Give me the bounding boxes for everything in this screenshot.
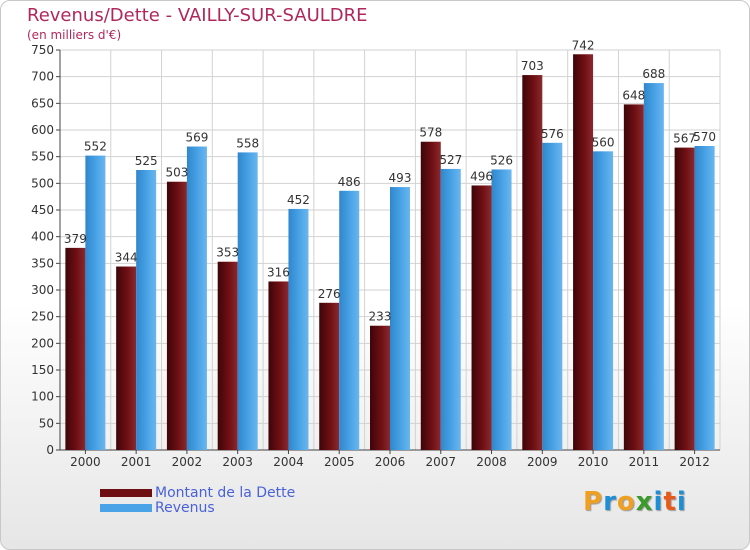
data-label-dette: 496 bbox=[470, 169, 493, 183]
legend-swatch-revenus bbox=[100, 504, 152, 512]
x-tick-label: 2011 bbox=[629, 455, 660, 469]
y-tick-label: 600 bbox=[31, 123, 54, 137]
x-tick-label: 2009 bbox=[527, 455, 558, 469]
data-label-revenus: 576 bbox=[541, 127, 564, 141]
data-label-dette: 233 bbox=[369, 310, 392, 324]
data-label-dette: 567 bbox=[673, 132, 696, 146]
data-label-dette: 742 bbox=[572, 38, 595, 52]
bar-revenus bbox=[85, 155, 106, 450]
bar-dette bbox=[370, 325, 390, 450]
data-label-dette: 379 bbox=[64, 232, 87, 246]
data-label-dette: 578 bbox=[419, 126, 442, 140]
chart-subtitle: (en milliers d'€) bbox=[27, 28, 122, 42]
y-tick-label: 650 bbox=[31, 96, 54, 110]
y-tick-label: 400 bbox=[31, 230, 54, 244]
bar-dette bbox=[116, 266, 137, 450]
data-label-dette: 503 bbox=[165, 166, 188, 180]
x-tick-label: 2002 bbox=[172, 455, 203, 469]
data-label-dette: 344 bbox=[115, 251, 138, 265]
data-label-revenus: 560 bbox=[592, 135, 615, 149]
bar-revenus bbox=[593, 151, 614, 451]
y-tick-label: 300 bbox=[31, 283, 54, 297]
legend-label-revenus: Revenus bbox=[155, 500, 215, 516]
bar-dette bbox=[471, 185, 492, 450]
y-tick-label: 550 bbox=[31, 150, 54, 164]
y-tick-label: 700 bbox=[31, 70, 54, 84]
data-labels: 379 552 344 525 503 569 353 558 316 452 276 486 233 4… bbox=[64, 38, 716, 323]
bar-revenus bbox=[390, 187, 410, 451]
bar-dette bbox=[674, 147, 695, 450]
x-tick-label: 2005 bbox=[324, 455, 355, 469]
bar-revenus bbox=[643, 83, 664, 451]
data-label-revenus: 688 bbox=[642, 67, 665, 81]
bar-dette bbox=[166, 181, 187, 450]
y-tick-label: 150 bbox=[31, 363, 54, 377]
y-tick-label: 200 bbox=[31, 336, 54, 350]
bars bbox=[65, 54, 715, 451]
data-label-revenus: 486 bbox=[338, 175, 361, 189]
x-tick-label: 2012 bbox=[679, 455, 710, 469]
x-tick-label: 2000 bbox=[70, 455, 101, 469]
x-tick-label: 2006 bbox=[375, 455, 406, 469]
x-tick-label: 2003 bbox=[222, 455, 253, 469]
x-tick-label: 2001 bbox=[121, 455, 152, 469]
bar-dette bbox=[217, 261, 238, 450]
bar-dette bbox=[65, 247, 86, 450]
x-tick-label: 2004 bbox=[273, 455, 304, 469]
data-label-dette: 316 bbox=[267, 265, 290, 279]
bar-revenus bbox=[694, 146, 715, 450]
data-label-revenus: 552 bbox=[84, 140, 107, 154]
x-tick-label: 2010 bbox=[578, 455, 609, 469]
y-tick-label: 0 bbox=[46, 443, 54, 457]
bar-revenus bbox=[440, 168, 461, 450]
axes: 0 50 100 150 200 250 300 350 400 450 500 550 600 650 7… bbox=[31, 43, 720, 469]
bar-revenus bbox=[491, 169, 512, 450]
data-label-dette: 276 bbox=[318, 287, 341, 301]
bar-dette bbox=[623, 104, 644, 451]
bar-dette bbox=[573, 54, 594, 451]
bar-dette bbox=[268, 281, 289, 450]
chart-title: Revenus/Dette - VAILLY-SUR-SAULDRE bbox=[27, 5, 368, 26]
y-tick-label: 100 bbox=[31, 390, 54, 404]
y-tick-label: 750 bbox=[31, 43, 54, 57]
y-tick-label: 500 bbox=[31, 176, 54, 190]
bar-revenus bbox=[339, 190, 360, 451]
data-label-dette: 703 bbox=[521, 59, 544, 73]
bar-dette bbox=[319, 302, 340, 450]
legend-label-dette: Montant de la Dette bbox=[155, 485, 296, 501]
bar-revenus bbox=[237, 152, 258, 450]
proxiti-logo: Proxiti bbox=[583, 487, 687, 517]
data-label-revenus: 452 bbox=[287, 193, 310, 207]
data-label-dette: 353 bbox=[216, 246, 239, 260]
data-label-revenus: 570 bbox=[693, 130, 716, 144]
x-tick-label: 2007 bbox=[425, 455, 456, 469]
data-label-revenus: 526 bbox=[490, 153, 513, 167]
bar-revenus bbox=[136, 170, 157, 450]
bar-revenus bbox=[186, 146, 207, 451]
y-tick-label: 250 bbox=[31, 310, 54, 324]
y-tick-label: 350 bbox=[31, 256, 54, 270]
legend-swatch-dette bbox=[100, 489, 152, 497]
data-label-revenus: 527 bbox=[439, 153, 462, 167]
data-label-revenus: 569 bbox=[185, 131, 208, 145]
x-tick-label: 2008 bbox=[476, 455, 507, 469]
data-label-dette: 648 bbox=[622, 88, 645, 102]
y-tick-label: 50 bbox=[39, 416, 54, 430]
bar-dette bbox=[420, 141, 441, 450]
bar-revenus bbox=[288, 208, 309, 450]
y-tick-label: 450 bbox=[31, 203, 54, 217]
data-label-revenus: 525 bbox=[135, 154, 158, 168]
data-label-revenus: 493 bbox=[389, 171, 412, 185]
data-label-revenus: 558 bbox=[236, 136, 259, 150]
bar-dette bbox=[522, 75, 543, 451]
bar-revenus bbox=[542, 142, 563, 451]
